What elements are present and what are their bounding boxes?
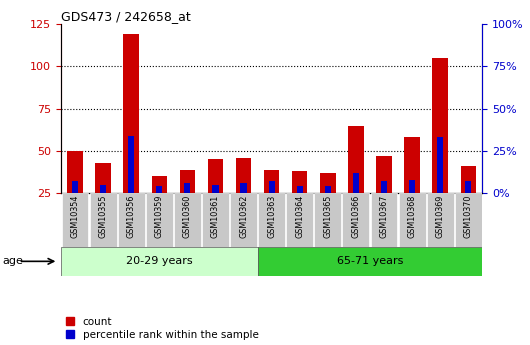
Bar <box>461 166 476 193</box>
Text: GSM10356: GSM10356 <box>127 195 136 238</box>
Bar <box>348 126 364 193</box>
Text: GSM10363: GSM10363 <box>267 195 276 238</box>
Bar <box>213 185 218 193</box>
Bar <box>61 247 258 276</box>
Bar <box>90 193 117 247</box>
Bar <box>353 173 359 193</box>
Bar <box>264 169 279 193</box>
Bar <box>100 185 106 193</box>
Bar <box>370 193 398 247</box>
Bar <box>241 183 246 193</box>
Bar <box>399 193 426 247</box>
Bar <box>236 158 251 193</box>
Bar <box>292 171 307 193</box>
Text: GSM10367: GSM10367 <box>379 195 388 238</box>
Bar <box>297 186 303 193</box>
Bar <box>180 169 195 193</box>
Bar <box>432 58 448 193</box>
Text: GSM10360: GSM10360 <box>183 195 192 238</box>
Text: GSM10354: GSM10354 <box>70 195 80 238</box>
Bar <box>128 136 134 193</box>
Bar <box>269 181 275 193</box>
Bar <box>465 181 471 193</box>
Bar <box>455 193 482 247</box>
Bar <box>184 183 190 193</box>
Bar <box>61 193 89 247</box>
Bar <box>146 193 173 247</box>
Bar <box>381 181 387 193</box>
Text: GDS473 / 242658_at: GDS473 / 242658_at <box>61 10 191 23</box>
Bar <box>376 156 392 193</box>
Text: GSM10361: GSM10361 <box>211 195 220 238</box>
Bar <box>123 34 139 193</box>
Bar <box>230 193 257 247</box>
Bar <box>325 186 331 193</box>
Text: GSM10369: GSM10369 <box>436 195 445 238</box>
Text: 65-71 years: 65-71 years <box>337 256 403 266</box>
Bar <box>174 193 201 247</box>
Bar <box>409 180 415 193</box>
Bar <box>427 193 454 247</box>
Bar <box>208 159 223 193</box>
Bar <box>152 176 167 193</box>
Text: GSM10355: GSM10355 <box>99 195 108 238</box>
Text: age: age <box>3 256 23 266</box>
Bar <box>118 193 145 247</box>
Text: GSM10359: GSM10359 <box>155 195 164 238</box>
Text: GSM10368: GSM10368 <box>408 195 417 238</box>
Bar <box>95 163 111 193</box>
Bar <box>320 173 335 193</box>
Bar <box>404 137 420 193</box>
Bar <box>258 193 285 247</box>
Text: GSM10362: GSM10362 <box>239 195 248 238</box>
Bar <box>286 193 313 247</box>
Bar <box>437 137 443 193</box>
Bar <box>342 193 369 247</box>
Bar <box>72 181 78 193</box>
Bar <box>258 247 482 276</box>
Text: GSM10365: GSM10365 <box>323 195 332 238</box>
Text: GSM10370: GSM10370 <box>464 195 473 238</box>
Bar <box>67 151 83 193</box>
Text: GSM10364: GSM10364 <box>295 195 304 238</box>
Text: 20-29 years: 20-29 years <box>126 256 192 266</box>
Bar <box>156 186 162 193</box>
Bar <box>314 193 341 247</box>
Bar <box>202 193 229 247</box>
Legend: count, percentile rank within the sample: count, percentile rank within the sample <box>66 317 259 340</box>
Text: GSM10366: GSM10366 <box>351 195 360 238</box>
